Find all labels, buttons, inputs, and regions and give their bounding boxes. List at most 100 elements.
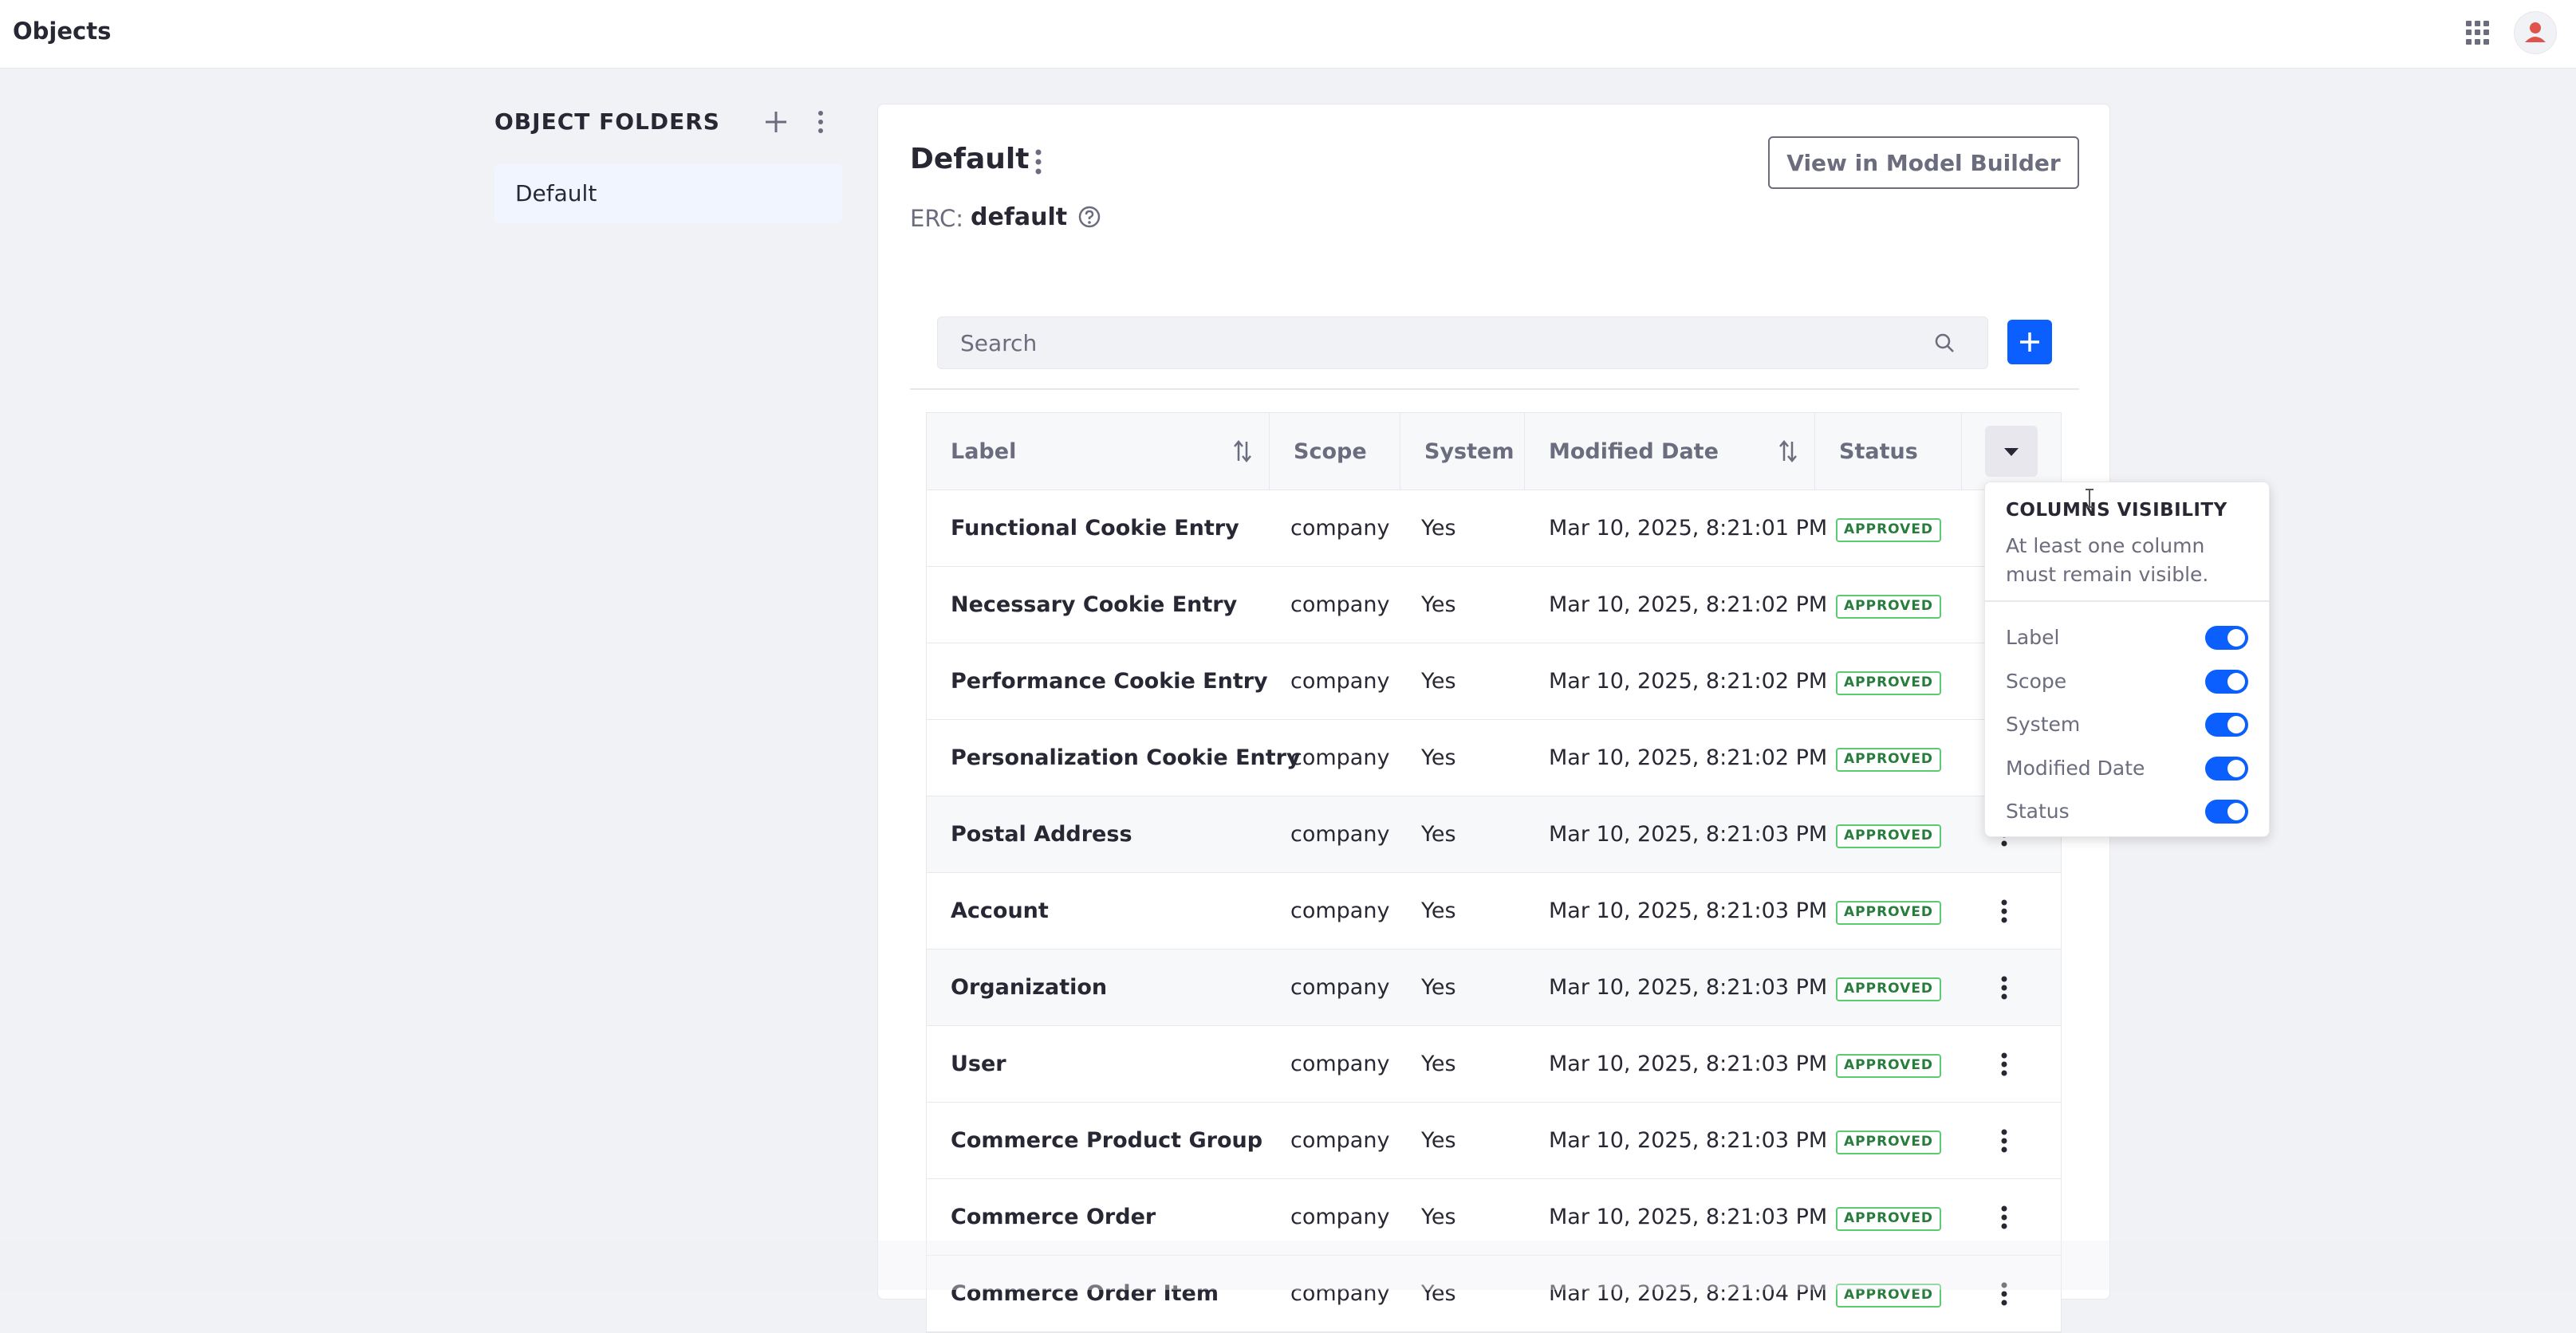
column-header-modified-date[interactable]: Modified Date — [1525, 413, 1815, 490]
table-row[interactable]: Performance Cookie Entry company Yes Mar 10… — [927, 643, 2061, 720]
visibility-row-scope: Scope — [2006, 666, 2251, 698]
status-badge: APPROVED — [1836, 977, 1942, 1001]
help-question-icon[interactable] — [1077, 205, 1101, 229]
popover-title: COLUMNS VISIBILITY — [2006, 500, 2227, 521]
erc-value: default — [971, 203, 1068, 231]
plus-icon — [2020, 332, 2039, 352]
row-system: Yes — [1421, 898, 1456, 923]
row-modified-date: Mar 10, 2025, 8:21:02 PM — [1549, 745, 1828, 770]
row-actions-button[interactable] — [1992, 895, 2016, 927]
add-folder-icon[interactable] — [762, 108, 790, 136]
table-row[interactable]: Commerce Order company Yes Mar 10, 2025, 8:… — [927, 1179, 2061, 1256]
row-actions-button[interactable] — [1992, 1125, 2016, 1157]
row-modified-date: Mar 10, 2025, 8:21:03 PM — [1549, 975, 1828, 1000]
sort-icon[interactable] — [1776, 438, 1800, 464]
row-label: Commerce Product Group — [951, 1128, 1263, 1153]
object-definitions-card: Default ERC: default View in Model Build… — [877, 104, 2110, 1333]
row-scope: company — [1290, 592, 1390, 617]
row-scope: company — [1290, 1052, 1390, 1076]
row-system: Yes — [1421, 669, 1456, 694]
table-row[interactable]: Postal Address company Yes Mar 10, 2025, 8:… — [927, 796, 2061, 873]
search-icon[interactable] — [1933, 332, 1956, 354]
row-system: Yes — [1421, 1205, 1456, 1229]
columns-visibility-popover: COLUMNS VISIBILITY At least one column m… — [1984, 482, 2270, 837]
row-label: Personalization Cookie Entry — [951, 745, 1301, 770]
columns-visibility-toggle-button[interactable] — [1985, 426, 2038, 477]
row-scope: company — [1290, 669, 1390, 694]
status-badge: APPROVED — [1836, 1054, 1942, 1078]
kebab-icon — [2001, 1052, 2007, 1076]
row-label: Commerce Order — [951, 1205, 1156, 1229]
row-system: Yes — [1421, 975, 1456, 1000]
row-actions-button[interactable] — [1992, 1048, 2016, 1080]
table-row[interactable]: User company Yes Mar 10, 2025, 8:21:03 PM AP… — [927, 1026, 2061, 1103]
row-modified-date: Mar 10, 2025, 8:21:03 PM — [1549, 1128, 1828, 1153]
visibility-row-label: Label — [2006, 623, 2251, 655]
user-icon — [2525, 22, 2546, 42]
table-row[interactable]: Commerce Product Group company Yes Mar 10, … — [927, 1103, 2061, 1179]
status-badge: APPROVED — [1836, 1130, 1942, 1154]
search-input[interactable] — [938, 317, 1911, 368]
folder-title: Default — [910, 143, 1030, 175]
apps-grid-icon[interactable] — [2466, 21, 2490, 45]
table-row[interactable]: Functional Cookie Entry company Yes Mar 10,… — [927, 490, 2061, 567]
divider — [1985, 600, 2269, 602]
folder-actions-kebab-icon[interactable] — [1028, 146, 1049, 178]
row-system: Yes — [1421, 1128, 1456, 1153]
object-folders-title: OBJECT FOLDERS — [494, 108, 720, 135]
row-system: Yes — [1421, 516, 1456, 541]
table-row[interactable]: Account company Yes Mar 10, 2025, 8:21:03 P… — [927, 873, 2061, 950]
status-badge: APPROVED — [1836, 901, 1942, 925]
row-system: Yes — [1421, 1052, 1456, 1076]
row-system: Yes — [1421, 745, 1456, 770]
row-system: Yes — [1421, 592, 1456, 617]
column-header-scope: Scope — [1270, 413, 1400, 490]
table-row[interactable]: Organization company Yes Mar 10, 2025, 8:21… — [927, 950, 2061, 1026]
row-scope: company — [1290, 898, 1390, 923]
visibility-row-system: System — [2006, 710, 2251, 741]
table-row[interactable]: Personalization Cookie Entry company Yes Ma… — [927, 720, 2061, 796]
row-scope: company — [1290, 1128, 1390, 1153]
row-label: Performance Cookie Entry — [951, 669, 1268, 694]
folder-menu-kebab-icon[interactable] — [809, 108, 833, 136]
toggle-modified-date-switch[interactable] — [2205, 757, 2248, 781]
toggle-scope-switch[interactable] — [2205, 670, 2248, 694]
kebab-icon — [2001, 899, 2007, 923]
row-actions-button[interactable] — [1992, 1201, 2016, 1233]
objects-table: Label Scope System Modified Date — [926, 412, 2062, 1333]
column-header-system: System — [1400, 413, 1525, 490]
row-label: Account — [951, 898, 1049, 923]
toggle-system-switch[interactable] — [2205, 713, 2248, 737]
row-label: Necessary Cookie Entry — [951, 592, 1238, 617]
row-modified-date: Mar 10, 2025, 8:21:02 PM — [1549, 592, 1828, 617]
row-actions-button[interactable] — [1992, 972, 2016, 1004]
user-avatar[interactable] — [2514, 11, 2557, 54]
toggle-status-switch[interactable] — [2205, 800, 2248, 824]
column-header-label[interactable]: Label — [927, 413, 1270, 490]
row-label: User — [951, 1052, 1006, 1076]
folder-item-label: Default — [515, 180, 597, 206]
app-title: Objects — [13, 18, 112, 45]
erc-label: ERC: — [910, 205, 964, 232]
column-header-status: Status — [1815, 413, 1962, 490]
sort-icon[interactable] — [1231, 438, 1255, 464]
add-object-button[interactable] — [2007, 320, 2052, 364]
visibility-row-modified-date: Modified Date — [2006, 753, 2251, 785]
kebab-icon — [2001, 976, 2007, 1000]
row-label: Organization — [951, 975, 1108, 1000]
view-in-model-builder-button[interactable]: View in Model Builder — [1768, 136, 2079, 189]
row-label: Functional Cookie Entry — [951, 516, 1239, 541]
kebab-icon — [2001, 1205, 2007, 1229]
toggle-label-switch[interactable] — [2205, 626, 2248, 650]
table-body: Functional Cookie Entry company Yes Mar 10,… — [927, 490, 2061, 1332]
search-box — [937, 317, 1988, 369]
row-scope: company — [1290, 745, 1390, 770]
row-system: Yes — [1421, 822, 1456, 847]
row-modified-date: Mar 10, 2025, 8:21:03 PM — [1549, 822, 1828, 847]
table-header: Label Scope System Modified Date — [927, 413, 2061, 490]
table-row[interactable]: Necessary Cookie Entry company Yes Mar 10, … — [927, 567, 2061, 643]
top-bar: Objects — [0, 0, 2576, 69]
status-badge: APPROVED — [1836, 824, 1942, 848]
kebab-icon — [2001, 1129, 2007, 1153]
folder-item-default[interactable]: Default — [494, 164, 842, 223]
